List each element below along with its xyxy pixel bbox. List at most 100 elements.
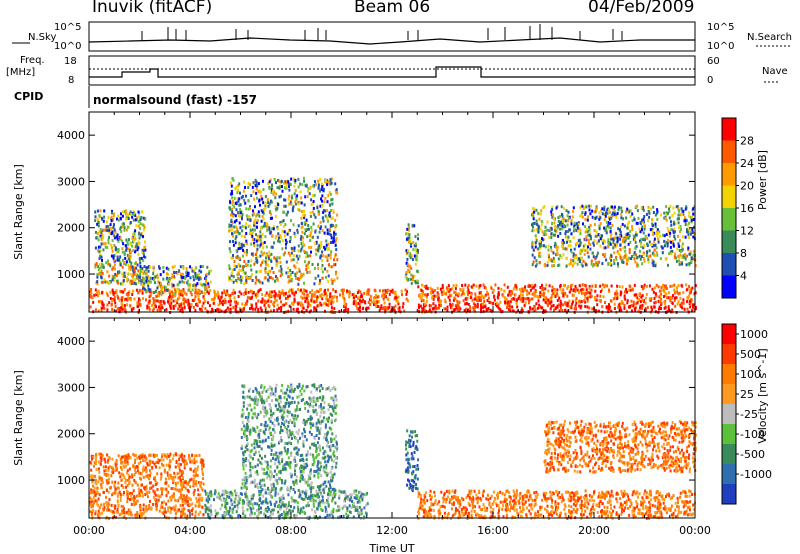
data-cell [121, 239, 124, 243]
data-cell [330, 241, 332, 244]
data-cell [641, 228, 643, 232]
data-cell [646, 242, 649, 246]
data-cell [134, 262, 137, 265]
data-cell [634, 309, 637, 313]
data-cell [263, 303, 266, 307]
data-cell [690, 259, 693, 263]
data-cell [609, 217, 612, 220]
data-cell [691, 228, 694, 232]
data-cell [150, 290, 153, 294]
nsky-tick-top: 10^5 [54, 22, 81, 33]
data-cell [642, 208, 645, 212]
data-cell [127, 247, 129, 251]
data-cell [121, 509, 124, 513]
data-cell [142, 465, 145, 469]
data-cell [227, 307, 230, 311]
data-cell [130, 502, 133, 506]
data-cell [125, 238, 128, 242]
data-cell [297, 282, 300, 286]
data-cell [388, 302, 391, 306]
data-cell [187, 273, 190, 277]
data-cell [280, 179, 283, 183]
data-cell [329, 178, 332, 182]
data-cell [314, 228, 317, 232]
data-cell [269, 294, 272, 298]
data-cell [244, 186, 246, 189]
data-cell [194, 471, 197, 475]
data-cell [414, 244, 417, 248]
data-cell [96, 235, 99, 239]
data-cell [579, 250, 582, 254]
data-cell [263, 224, 265, 228]
data-cell [110, 254, 113, 258]
data-cell [559, 232, 562, 235]
data-cell [454, 307, 456, 311]
data-cell [229, 181, 232, 185]
data-cell [392, 306, 395, 310]
data-cell [289, 253, 291, 257]
data-cell [128, 260, 131, 263]
data-cell [272, 308, 275, 312]
data-cell [282, 224, 285, 228]
data-cell [512, 287, 515, 291]
data-cell [388, 292, 391, 296]
data-cell [116, 307, 119, 311]
data-cell [607, 221, 610, 224]
data-cell [573, 221, 576, 225]
data-cell [671, 239, 674, 243]
data-cell [615, 232, 618, 236]
data-cell [200, 277, 202, 281]
data-cell [326, 200, 329, 204]
data-cell [263, 241, 266, 244]
data-cell [605, 231, 608, 235]
data-cell [108, 477, 111, 481]
data-cell [186, 514, 189, 518]
data-cell [532, 248, 535, 252]
data-cell [270, 230, 273, 234]
data-cell [315, 252, 318, 256]
data-cell [194, 288, 197, 292]
data-cell [142, 503, 145, 507]
data-cell [231, 196, 234, 200]
data-cell [522, 297, 525, 300]
data-cell [113, 506, 116, 510]
data-cell [613, 243, 616, 247]
data-cell [132, 489, 135, 493]
data-cell [108, 508, 110, 512]
data-cell [254, 293, 257, 297]
data-cell [419, 304, 422, 308]
data-cell [520, 307, 523, 311]
data-cell [470, 285, 473, 289]
data-cell [186, 503, 189, 507]
data-cell [312, 200, 315, 203]
data-cell [692, 207, 695, 211]
data-cell [193, 299, 196, 303]
data-cell [283, 230, 286, 234]
data-cell [474, 303, 477, 307]
data-cell [514, 284, 516, 288]
data-cell [567, 210, 570, 214]
data-cell [97, 480, 100, 484]
data-cell [120, 504, 123, 508]
data-cell [120, 307, 123, 311]
data-cell [579, 214, 582, 218]
data-cell [621, 259, 624, 263]
data-cell [693, 308, 696, 312]
data-cell [654, 225, 657, 229]
data-cell [691, 303, 694, 307]
data-cell [543, 263, 546, 267]
data-cell [388, 289, 391, 293]
data-cell [558, 303, 560, 307]
data-cell [474, 292, 477, 296]
data-cell [692, 303, 695, 307]
data-cell [127, 213, 129, 217]
data-cell [552, 264, 555, 268]
data-cell [609, 229, 612, 233]
data-cell [405, 232, 408, 236]
data-cell [313, 294, 316, 298]
data-cell [566, 309, 569, 313]
data-cell [578, 290, 580, 294]
data-cell [139, 261, 142, 265]
data-cell [187, 303, 190, 307]
data-cell [439, 287, 442, 291]
